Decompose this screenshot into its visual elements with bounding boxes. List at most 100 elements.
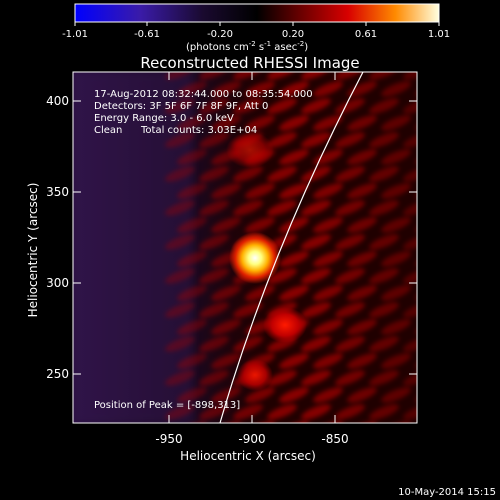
image-stripe [199,98,229,114]
image-stripe [313,319,343,335]
image-stripe [267,72,297,80]
image-stripe [177,149,207,165]
image-stripe [233,72,263,80]
image-stripe [313,81,343,97]
info-detectors: Detectors: 3F 5F 6F 7F 8F 9F, Att 0 [94,101,268,112]
axis-ticks [73,72,417,423]
plot-frame [72,71,418,424]
image-stripe [177,183,207,199]
footer-date: 10-May-2014 15:15 [398,487,496,498]
image-stripe [245,81,275,97]
info-total-counts: Total counts: 3.03E+04 [140,125,257,136]
image-stripe [347,285,377,301]
image-stripe [245,183,275,199]
image-stripe [335,268,365,284]
image-stripe [381,183,411,199]
image-stripe [301,132,331,148]
image-stripe [347,217,377,233]
image-stripe [403,268,417,284]
image-stripe [233,98,263,114]
image-stripe [177,285,207,301]
image-stripe [335,370,365,386]
image-stripe [301,404,331,420]
image-stripe [301,98,331,114]
image-stripe [381,81,411,97]
image-stripe [199,200,229,216]
x-tick-label: -950 [155,432,182,446]
image-stripe [177,353,207,369]
image-stripe [369,302,399,318]
image-stripe [313,251,343,267]
image-stripe [415,353,417,369]
image-stripe [369,234,399,250]
image-stripe [369,268,399,284]
image-stripe [335,72,365,80]
image-stripe [165,234,195,250]
image-stripe [347,251,377,267]
image-stripe [369,72,399,80]
image-stripe [415,217,417,233]
image-stripe [415,285,417,301]
image-stripe [313,353,343,369]
image-stripe [415,183,417,199]
image-stripe [347,353,377,369]
x-tick-label: -850 [321,432,348,446]
image-stripe [233,200,263,216]
image-stripe [279,183,309,199]
image-stripe [199,404,229,420]
image-stripe [347,149,377,165]
image-stripe [177,81,207,97]
image-stripe [369,98,399,114]
info-time-range: 17-Aug-2012 08:32:44.000 to 08:35:54.000 [94,89,313,100]
image-stripe [415,81,417,97]
image-stripe [177,115,207,131]
image-stripe [177,387,207,403]
y-tick-label: 250 [46,367,69,381]
image-stripe [211,115,241,131]
image-stripe [233,302,263,318]
image-stripe [267,98,297,114]
image-stripe [403,72,417,80]
image-stripe [403,302,417,318]
image-stripe [165,166,195,182]
image-stripe [335,98,365,114]
image-stripe [381,387,411,403]
image-stripe [301,72,331,80]
image-stripe [211,285,241,301]
image-stripe [381,149,411,165]
colorbar-tick-label: 1.01 [428,29,450,40]
image-stripe [335,234,365,250]
image-stripe [245,285,275,301]
image-stripe [165,72,195,80]
image-stripe [301,200,331,216]
plot-title: Reconstructed RHESSI Image [140,54,359,72]
image-stripe [177,319,207,335]
image-stripe [415,149,417,165]
image-stripe [165,302,195,318]
image-stripe [335,166,365,182]
image-stripe [381,353,411,369]
image-stripe [335,302,365,318]
image-stripe [199,336,229,352]
image-stripe [301,302,331,318]
image-stripe [313,285,343,301]
image-stripe [415,319,417,335]
image-stripe [267,370,297,386]
image-stripe [369,132,399,148]
image-stripe [347,319,377,335]
image-stripe [245,217,275,233]
image-stripe [301,234,331,250]
image-stripe [381,319,411,335]
image-stripe [267,404,297,420]
image-stripe [177,217,207,233]
image-stripe [267,132,297,148]
image-stripe [211,353,241,369]
image-stripe [199,132,229,148]
reconstructed-image [73,72,417,423]
solar-limb-line [219,72,364,423]
x-tick-label: -900 [238,432,265,446]
image-stripe [403,336,417,352]
image-stripe [313,217,343,233]
image-stripe [199,370,229,386]
image-stripe [245,387,275,403]
